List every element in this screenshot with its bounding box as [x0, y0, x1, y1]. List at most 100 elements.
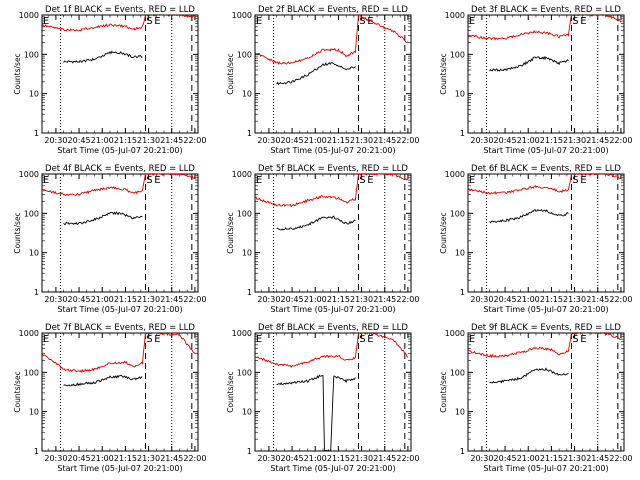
marker-s: S	[146, 175, 152, 186]
x-tick-label: 20:30	[470, 136, 493, 145]
x-tick-label: 22:00	[396, 295, 419, 304]
lld-series-line	[468, 333, 622, 359]
x-tick-label: 22:00	[609, 136, 632, 145]
plot-frame	[254, 14, 412, 134]
y-axis-label: Counts/sec	[226, 371, 235, 412]
x-tick-label: 21:15	[327, 136, 350, 145]
x-axis-label: Start Time (05-Jul-07 20:21:00)	[270, 146, 395, 155]
x-tick-label: 22:00	[609, 295, 632, 304]
x-tick-label: 21:45	[373, 454, 396, 463]
lld-series-line	[42, 15, 195, 32]
y-tick-label: 100	[24, 209, 39, 218]
x-tick-label: 21:00	[91, 295, 114, 304]
x-axis-label: Start Time (05-Jul-07 20:21:00)	[483, 305, 608, 314]
x-tick-label: 21:15	[327, 295, 350, 304]
lld-series-line	[255, 15, 409, 66]
y-tick-label: 10	[455, 249, 465, 258]
x-tick-label: 20:45	[68, 136, 91, 145]
y-tick-label: 1000	[445, 329, 465, 338]
x-tick-label: 20:30	[257, 295, 280, 304]
x-tick-label: 20:45	[281, 295, 304, 304]
marker-s: S	[146, 334, 152, 345]
x-tick-label: 21:45	[160, 454, 183, 463]
x-tick-label: 21:45	[373, 136, 396, 145]
lld-series-line	[468, 15, 622, 41]
x-tick-label: 20:45	[281, 136, 304, 145]
y-axis-label: Counts/sec	[226, 53, 235, 94]
y-axis-label: Counts/sec	[439, 53, 448, 94]
x-tick-label: 22:00	[183, 454, 206, 463]
y-tick-label: 1	[247, 129, 252, 138]
y-tick-label: 1000	[445, 170, 465, 179]
x-tick-label: 20:30	[470, 295, 493, 304]
y-tick-label: 1000	[232, 170, 252, 179]
y-axis-label: Counts/sec	[439, 371, 448, 412]
y-tick-label: 1000	[445, 11, 465, 20]
marker-s: S	[359, 334, 365, 345]
x-tick-label: 20:45	[68, 454, 91, 463]
y-tick-label: 1	[247, 288, 252, 297]
chart-panel-1: Det 1f BLACK = Events, RED = LLD 1 10 100 10…	[13, 5, 206, 155]
y-tick-label: 100	[450, 209, 465, 218]
marker-e: E	[43, 334, 49, 345]
y-tick-label: 1	[460, 447, 465, 456]
y-tick-label: 10	[455, 408, 465, 417]
marker-e: E	[154, 175, 160, 186]
panel-title: Det 9f BLACK = Events, RED = LLD	[471, 323, 621, 333]
panel-title: Det 3f BLACK = Events, RED = LLD	[471, 5, 621, 15]
x-tick-label: 21:15	[114, 454, 137, 463]
events-series-line	[489, 367, 569, 384]
events-series-line	[276, 215, 356, 231]
plot-frame	[467, 173, 625, 293]
marker-s: S	[572, 175, 578, 186]
marker-e: E	[256, 334, 262, 345]
x-tick-label: 21:30	[563, 454, 586, 463]
x-axis-label: Start Time (05-Jul-07 20:21:00)	[483, 464, 608, 473]
y-tick-label: 100	[24, 50, 39, 59]
lld-series-line	[42, 333, 196, 374]
chart-panel-6: Det 6f BLACK = Events, RED = LLD 1 10 100 10…	[439, 164, 632, 314]
x-tick-label: 21:30	[563, 136, 586, 145]
x-tick-label: 20:45	[494, 295, 517, 304]
events-series-line	[63, 211, 143, 226]
events-series-line	[63, 50, 143, 64]
y-axis-label: Counts/sec	[439, 212, 448, 253]
lld-series-line	[255, 333, 409, 369]
x-tick-label: 21:00	[517, 295, 540, 304]
x-tick-label: 21:30	[563, 295, 586, 304]
plot-frame	[467, 332, 625, 452]
y-axis-label: Counts/sec	[226, 212, 235, 253]
y-tick-label: 1	[460, 129, 465, 138]
x-tick-label: 20:30	[257, 136, 280, 145]
x-tick-label: 20:45	[494, 136, 517, 145]
x-tick-label: 21:30	[137, 295, 160, 304]
chart-panel-8: Det 8f BLACK = Events, RED = LLD 1 10 100 10…	[226, 323, 419, 473]
x-tick-label: 22:00	[396, 136, 419, 145]
marker-e: E	[580, 334, 586, 345]
marker-e: E	[367, 175, 373, 186]
x-tick-label: 21:30	[350, 454, 373, 463]
y-tick-label: 10	[29, 408, 39, 417]
y-tick-label: 10	[29, 249, 39, 258]
x-axis-label: Start Time (05-Jul-07 20:21:00)	[270, 464, 395, 473]
lld-series-line	[255, 174, 409, 208]
y-tick-label: 1	[34, 447, 39, 456]
x-tick-label: 21:45	[160, 295, 183, 304]
y-tick-label: 100	[24, 368, 39, 377]
x-tick-label: 21:00	[517, 454, 540, 463]
y-tick-label: 100	[237, 209, 252, 218]
x-axis-label: Start Time (05-Jul-07 20:21:00)	[270, 305, 395, 314]
marker-e: E	[154, 16, 160, 27]
x-tick-label: 21:15	[114, 295, 137, 304]
x-tick-label: 21:00	[91, 136, 114, 145]
y-tick-label: 10	[242, 249, 252, 258]
x-tick-label: 21:45	[160, 136, 183, 145]
x-axis-label: Start Time (05-Jul-07 20:21:00)	[57, 464, 182, 473]
y-tick-label: 1000	[232, 11, 252, 20]
y-tick-label: 1000	[232, 329, 252, 338]
y-axis-label: Counts/sec	[13, 53, 22, 94]
x-tick-label: 21:15	[114, 136, 137, 145]
y-tick-label: 100	[450, 50, 465, 59]
lld-series-line	[42, 174, 195, 197]
y-tick-label: 1	[34, 129, 39, 138]
